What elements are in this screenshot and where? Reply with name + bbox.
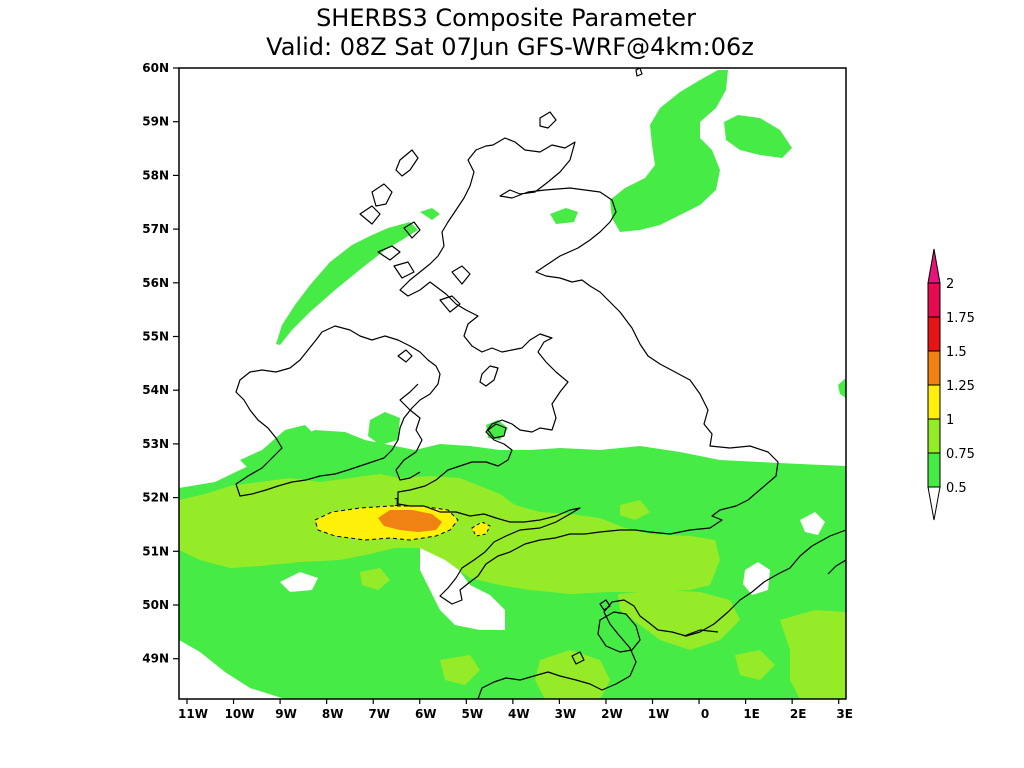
chart-title-line2: Valid: 08Z Sat 07Jun GFS-WRF@4km:06z [266, 33, 754, 61]
lat-tick-label: 49N [142, 652, 169, 666]
lon-tick-label: 11W [178, 707, 208, 721]
colorbar-label-0.5: 0.5 [946, 481, 967, 496]
colorbar-label-2: 2 [946, 277, 954, 292]
colorbar-label-1.5: 1.5 [946, 345, 967, 360]
map-area [179, 68, 846, 699]
coastline-great-britain [397, 137, 779, 605]
lon-tick-label: 5W [462, 707, 484, 721]
lon-tick-label: 2W [601, 707, 623, 721]
lon-tick-label: 3E [836, 707, 853, 721]
coastline-isle-of-man [479, 365, 499, 387]
colorbar-legend: 2 1.75 1.5 1.25 1 0.75 0.5 [927, 248, 975, 521]
coastline-france [477, 529, 846, 699]
lon-tick-label: 8W [322, 707, 344, 721]
colorbar-segment-1.5-1.75 [927, 316, 941, 352]
lat-tick-label: 53N [142, 437, 169, 451]
lon-tick-label: 2E [790, 707, 807, 721]
longitude-axis: 11W 10W 9W 8W 7W 6W 5W 4W 3W 2W 1W 0 1E 2E 3E [178, 699, 853, 721]
latitude-axis: 60N 59N 58N 57N 56N 55N 54N 53N 52N 51N 50N 49N [142, 61, 179, 666]
field-0.5-north-east-band [610, 70, 728, 232]
lat-tick-label: 56N [142, 276, 169, 290]
colorbar-over-arrow [927, 248, 941, 284]
lat-tick-label: 52N [142, 491, 169, 505]
lat-tick-label: 55N [142, 330, 169, 344]
colorbar-label-1: 1 [946, 413, 954, 428]
colorbar-segment-1-1.25 [927, 384, 941, 420]
lon-tick-label: 3W [555, 707, 577, 721]
lon-tick-label: 9W [275, 707, 297, 721]
contour-label: 1 [394, 496, 401, 509]
lon-tick-label: 10W [225, 707, 255, 721]
lon-tick-label: 7W [368, 707, 390, 721]
colorbar-label-0.75: 0.75 [946, 447, 975, 462]
lon-tick-label: 1W [648, 707, 670, 721]
colorbar-label-1.25: 1.25 [946, 379, 975, 394]
lon-tick-label: 0 [701, 707, 709, 721]
colorbar-under-arrow [927, 486, 941, 521]
field-0.5-north-west-band [276, 222, 418, 345]
lat-tick-label: 59N [142, 115, 169, 129]
coastline-ireland [235, 325, 441, 497]
colorbar-segment-0.5-0.75 [927, 452, 941, 488]
lat-tick-label: 60N [142, 61, 169, 75]
lat-tick-label: 50N [142, 598, 169, 612]
lat-tick-label: 58N [142, 168, 169, 182]
lon-tick-label: 1E [743, 707, 760, 721]
coastlines [235, 68, 846, 699]
chart-title-line1: SHERBS3 Composite Parameter [316, 4, 696, 32]
colorbar-label-1.75: 1.75 [946, 311, 975, 326]
lat-tick-label: 54N [142, 383, 169, 397]
colorbar-segment-0.75-1 [927, 418, 941, 454]
lat-tick-label: 51N [142, 544, 169, 558]
lon-tick-label: 6W [415, 707, 437, 721]
field-0.75 [179, 474, 720, 594]
field-1.25 [378, 510, 442, 532]
colorbar-segment-1.75-2 [927, 282, 941, 318]
lon-tick-label: 4W [508, 707, 530, 721]
colorbar-segment-1.25-1.5 [927, 350, 941, 386]
lat-tick-label: 57N [142, 222, 169, 236]
